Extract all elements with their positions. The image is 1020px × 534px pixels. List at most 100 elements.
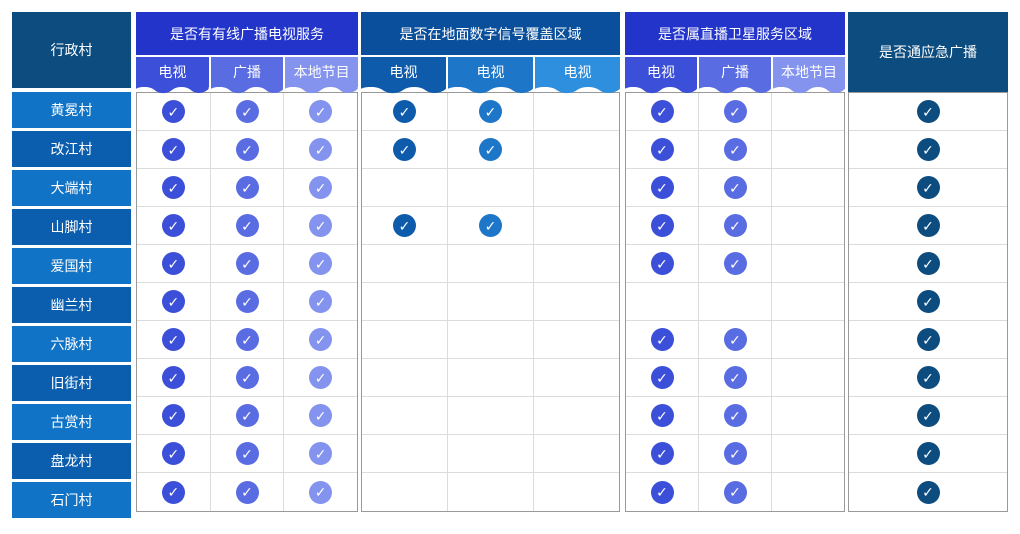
table-row: ✓ ✓ xyxy=(626,397,844,435)
wave-decoration xyxy=(285,87,359,94)
check-icon: ✓ xyxy=(916,404,940,427)
wave-decoration xyxy=(210,87,284,94)
group-satellite-subheaders: 电视 广播 本地节目 xyxy=(625,57,845,94)
check-icon: ✓ xyxy=(309,176,333,199)
table-row: ✓ ✓ ✓ xyxy=(137,321,357,359)
check-cell xyxy=(448,283,534,320)
check-cell: ✓ xyxy=(849,207,1007,244)
check-cell xyxy=(534,169,619,206)
check-icon: ✓ xyxy=(723,366,747,389)
check-icon: ✓ xyxy=(650,252,674,275)
check-cell: ✓ xyxy=(211,245,285,282)
check-icon: ✓ xyxy=(723,480,747,504)
subcolumn-header-label: 电视 xyxy=(563,64,592,80)
check-icon: ✓ xyxy=(309,404,333,427)
table-row xyxy=(362,397,619,435)
table-row: ✓ ✓ ✓ xyxy=(137,283,357,321)
check-cell: ✓ xyxy=(849,473,1007,511)
check-cell: ✓ xyxy=(626,359,699,396)
check-icon: ✓ xyxy=(479,100,502,123)
check-cell xyxy=(448,435,534,472)
subcolumn-header-label: 广播 xyxy=(233,64,261,80)
check-cell: ✓ xyxy=(448,207,534,244)
check-cell: ✓ xyxy=(626,435,699,472)
check-cell: ✓ xyxy=(626,169,699,206)
check-icon: ✓ xyxy=(235,366,259,389)
subcolumn-header: 电视 xyxy=(361,57,446,94)
subcolumn-header-label: 广播 xyxy=(721,64,749,80)
check-cell: ✓ xyxy=(699,397,772,434)
village-row-label: 六脉村 xyxy=(12,326,131,362)
check-icon: ✓ xyxy=(723,214,747,237)
table-row: ✓ ✓ ✓ xyxy=(137,473,357,511)
table-row: ✓ ✓ xyxy=(626,207,844,245)
check-cell xyxy=(534,321,619,358)
check-cell xyxy=(772,435,844,472)
check-cell xyxy=(448,169,534,206)
check-cell: ✓ xyxy=(211,283,285,320)
check-cell xyxy=(448,473,534,511)
check-icon: ✓ xyxy=(309,138,333,161)
check-icon: ✓ xyxy=(161,328,185,351)
check-cell xyxy=(362,283,448,320)
village-row-label: 幽兰村 xyxy=(12,287,131,323)
table-row: ✓ ✓ ✓ xyxy=(137,131,357,169)
check-cell: ✓ xyxy=(211,93,285,130)
check-cell xyxy=(362,397,448,434)
subcolumn-header: 广播 xyxy=(699,57,771,94)
check-cell: ✓ xyxy=(211,169,285,206)
table-row: ✓ ✓ xyxy=(362,131,619,169)
check-icon: ✓ xyxy=(309,252,333,275)
check-icon: ✓ xyxy=(161,214,185,237)
check-icon: ✓ xyxy=(479,138,502,161)
table-row: ✓ ✓ xyxy=(626,473,844,511)
check-cell xyxy=(534,359,619,396)
check-cell xyxy=(534,435,619,472)
table-row: ✓ xyxy=(849,131,1007,169)
table-row: ✓ xyxy=(849,321,1007,359)
check-cell xyxy=(772,93,844,130)
table-row: ✓ ✓ ✓ xyxy=(137,397,357,435)
group-terrestrial-signal: 是否在地面数字信号覆盖区域 电视 电视 电视 ✓ ✓ ✓ ✓ ✓ ✓ xyxy=(361,12,620,512)
check-icon: ✓ xyxy=(309,214,333,237)
village-column-header: 行政村 xyxy=(12,12,131,88)
subcolumn-header-label: 电视 xyxy=(476,64,505,80)
wave-decoration xyxy=(136,87,209,94)
table-row xyxy=(362,359,619,397)
check-icon: ✓ xyxy=(235,100,259,123)
check-cell: ✓ xyxy=(211,435,285,472)
table-row: ✓ ✓ ✓ xyxy=(137,93,357,131)
check-cell xyxy=(534,245,619,282)
check-icon: ✓ xyxy=(650,176,674,199)
group-satellite-header: 是否属直播卫星服务区域 xyxy=(625,12,845,55)
check-cell: ✓ xyxy=(137,245,211,282)
table-row xyxy=(362,435,619,473)
check-icon: ✓ xyxy=(916,138,940,161)
check-cell: ✓ xyxy=(137,435,211,472)
check-icon: ✓ xyxy=(161,366,185,389)
table-row: ✓ xyxy=(849,435,1007,473)
table-row xyxy=(362,169,619,207)
village-row-label: 古赏村 xyxy=(12,404,131,440)
check-icon: ✓ xyxy=(309,290,333,313)
check-icon: ✓ xyxy=(916,442,940,465)
check-icon: ✓ xyxy=(479,214,502,237)
check-cell: ✓ xyxy=(362,207,448,244)
village-row-label: 旧街村 xyxy=(12,365,131,401)
check-cell: ✓ xyxy=(699,207,772,244)
check-cell xyxy=(448,397,534,434)
check-cell: ✓ xyxy=(626,473,699,511)
check-icon: ✓ xyxy=(309,100,333,123)
check-icon: ✓ xyxy=(916,214,940,237)
check-cell: ✓ xyxy=(284,131,357,168)
check-icon: ✓ xyxy=(161,252,185,275)
village-column: 行政村 黄冕村 改江村 大端村 山脚村 爱国村 幽兰村 六脉村 旧街村 古赏村 盘龙村 石门村 xyxy=(12,12,131,521)
check-icon: ✓ xyxy=(235,252,259,275)
check-cell: ✓ xyxy=(137,359,211,396)
check-cell xyxy=(362,473,448,511)
check-cell: ✓ xyxy=(849,397,1007,434)
check-icon: ✓ xyxy=(161,404,185,427)
check-cell xyxy=(448,245,534,282)
check-icon: ✓ xyxy=(723,328,747,351)
wave-decoration xyxy=(535,87,620,94)
